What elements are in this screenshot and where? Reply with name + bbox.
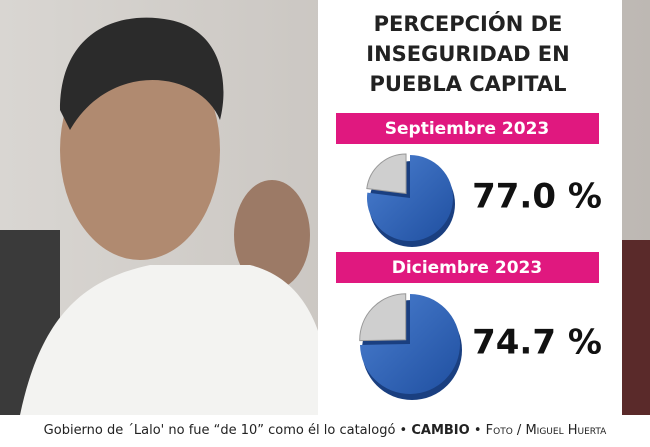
photo-shirt (20, 265, 330, 415)
period-bar (336, 113, 599, 144)
title-line: INSEGURIDAD EN (366, 42, 569, 66)
pie-slice (367, 155, 453, 241)
period-label: Diciembre 2023 (392, 258, 542, 278)
title-line: PERCEPCIÓN DE (374, 11, 563, 36)
caption-text: Gobierno de ´Lalo' no fue “de 10” como é… (43, 423, 396, 438)
photo-hair (60, 17, 224, 130)
photo-person (620, 240, 650, 415)
brand: CAMBIO (411, 423, 470, 438)
period-label: Septiembre 2023 (385, 119, 549, 139)
credit: Foto / Miguel Huerta (485, 423, 607, 438)
separator: • (473, 423, 482, 438)
value-label: 74.7 % (472, 323, 602, 363)
separator: • (399, 423, 408, 438)
pie-slice (360, 294, 460, 394)
value-label: 77.0 % (472, 177, 602, 217)
graphic: PERCEPCIÓN DE INSEGURIDAD EN PUEBLA CAPITA… (0, 0, 650, 415)
pie-remainder (366, 153, 407, 195)
photo-person (234, 180, 310, 290)
pie-remainder (359, 293, 407, 342)
caption: Gobierno de ´Lalo' no fue “de 10” como é… (0, 415, 650, 447)
period-bar (336, 252, 599, 283)
title-line: PUEBLA CAPITAL (370, 72, 567, 96)
